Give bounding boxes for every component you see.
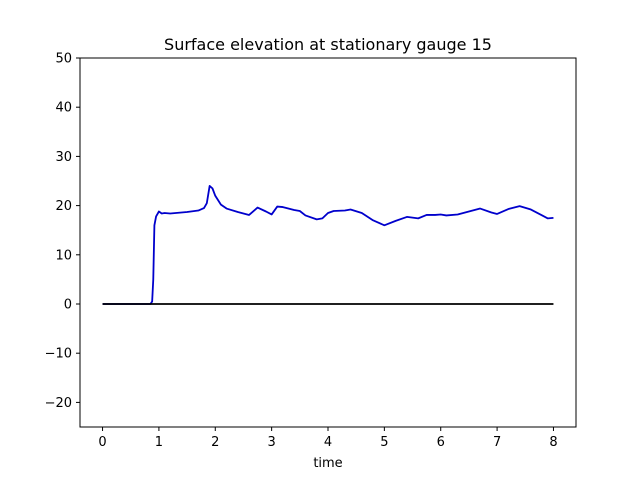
plot-lines	[102, 185, 554, 305]
y-tick-label: 10	[55, 248, 72, 263]
chart-title: Surface elevation at stationary gauge 15	[164, 35, 492, 54]
x-tick-label: 6	[437, 435, 445, 450]
y-axis: −20 −10 0 10 20 30 40 50	[45, 52, 80, 411]
x-tick-label: 4	[324, 435, 332, 450]
x-tick-label: 2	[211, 435, 219, 450]
x-axis: 0 1 2 3 4 5 6 7 8	[98, 427, 558, 450]
y-tick-label: 20	[55, 199, 72, 214]
y-tick-label: −20	[45, 396, 72, 411]
x-tick-label: 1	[155, 435, 163, 450]
x-tick-label: 7	[493, 435, 501, 450]
x-axis-label: time	[313, 456, 342, 471]
series-line-0	[102, 185, 554, 305]
x-tick-label: 3	[267, 435, 275, 450]
y-tick-label: 30	[55, 150, 72, 165]
x-tick-label: 5	[380, 435, 388, 450]
x-tick-label: 0	[98, 435, 106, 450]
x-tick-label: 8	[549, 435, 557, 450]
y-tick-label: 0	[64, 298, 72, 313]
y-tick-label: 40	[55, 101, 72, 116]
y-tick-label: 50	[55, 52, 72, 67]
y-tick-label: −10	[45, 347, 72, 362]
